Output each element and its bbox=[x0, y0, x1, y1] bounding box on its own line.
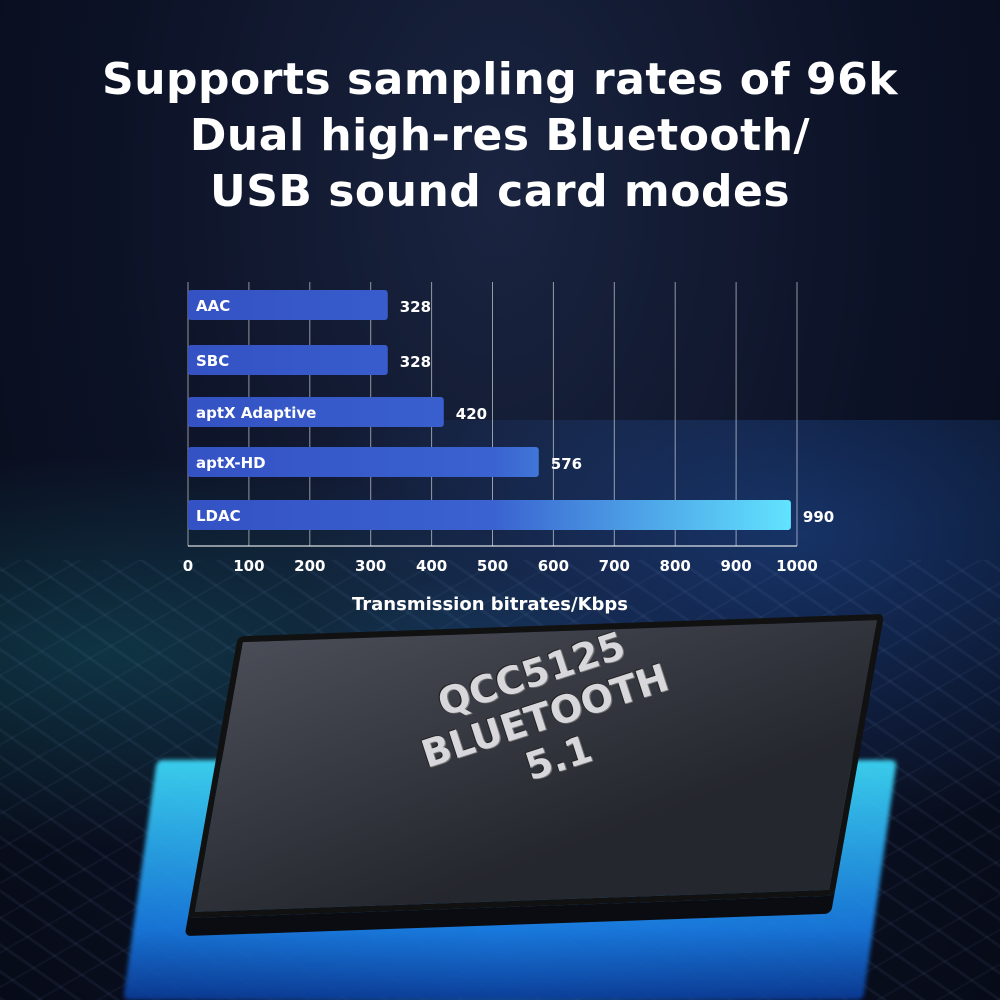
headline-line-3: USB sound card modes bbox=[209, 166, 791, 217]
bar-ldac bbox=[188, 500, 791, 530]
x-tick-label: 900 bbox=[720, 557, 751, 575]
x-tick-label: 700 bbox=[599, 557, 630, 575]
headline-line-1: Supports sampling rates of 96k bbox=[102, 54, 898, 105]
bar-category-label: aptX Adaptive bbox=[196, 404, 316, 422]
headline: Supports sampling rates of 96k Dual high… bbox=[0, 52, 1000, 220]
bar-aptx-adaptive bbox=[188, 397, 444, 427]
x-tick-label: 200 bbox=[294, 557, 325, 575]
bar-value-label: 420 bbox=[456, 405, 487, 423]
x-tick-label: 0 bbox=[183, 557, 193, 575]
bar-category-label: LDAC bbox=[196, 507, 241, 525]
bar-category-label: AAC bbox=[196, 297, 230, 315]
bar-category-label: aptX-HD bbox=[196, 454, 266, 472]
bar-aac bbox=[188, 290, 388, 320]
headline-line-2: Dual high-res Bluetooth/ bbox=[189, 110, 811, 161]
x-tick-label: 500 bbox=[477, 557, 508, 575]
x-tick-label: 1000 bbox=[776, 557, 818, 575]
bar-value-label: 990 bbox=[803, 508, 834, 526]
bitrate-bar-chart: AAC 328 SBC 328 aptX Adaptive 420 aptX-HD 576 LD… bbox=[183, 290, 834, 615]
x-tick-label: 600 bbox=[538, 557, 569, 575]
x-tick-label: 400 bbox=[416, 557, 447, 575]
x-axis-label: Transmission bitrates/Kbps bbox=[352, 594, 628, 615]
bar-sbc bbox=[188, 345, 388, 375]
bar-aptx-hd bbox=[188, 447, 539, 477]
bar-category-label: SBC bbox=[196, 352, 229, 370]
bar-value-label: 328 bbox=[400, 298, 431, 316]
x-tick-label: 800 bbox=[660, 557, 691, 575]
x-tick-label: 100 bbox=[233, 557, 264, 575]
bar-value-label: 328 bbox=[400, 353, 431, 371]
bar-value-label: 576 bbox=[551, 455, 582, 473]
x-tick-label: 300 bbox=[355, 557, 386, 575]
